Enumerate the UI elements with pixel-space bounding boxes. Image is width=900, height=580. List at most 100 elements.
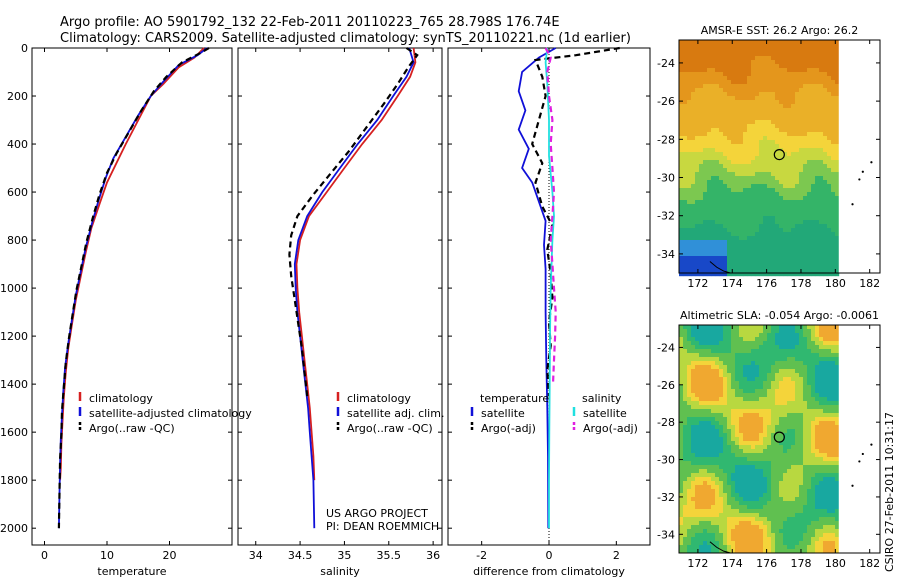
map-cell [743,421,748,426]
map-cell [691,196,696,201]
map-cell [715,413,720,418]
map-cell [787,465,792,470]
map-cell [779,397,784,402]
map-cell [759,377,764,382]
map-cell [679,72,684,77]
map-cell [739,337,744,342]
map-cell [755,188,760,193]
map-cell [827,192,832,197]
map-cell [743,373,748,378]
map-cell [811,168,816,173]
map-cell [735,509,740,514]
map-cell [751,429,756,434]
map-cell [699,373,704,378]
map-cell [831,136,836,141]
map-cell [763,397,768,402]
map-cell [763,56,768,61]
map-cell [811,389,816,394]
map-cell [695,240,700,245]
map-cell [703,112,708,117]
map-cell [819,377,824,382]
x-tick-label: 174 [722,277,743,290]
map-cell [823,501,828,506]
map-cell [771,112,776,117]
map-cell [819,160,824,165]
map-cell [823,76,828,81]
map-cell [683,405,688,410]
map-cell [803,56,808,61]
map-cell [703,68,708,73]
map-cell [731,397,736,402]
map-cell [711,80,716,85]
map-cell [687,248,692,253]
map-cell [819,112,824,117]
map-cell [807,417,812,422]
map-cell [763,377,768,382]
map-cell [727,232,732,237]
map-cell [827,104,832,109]
map-cell [743,120,748,125]
map-cell [779,533,784,538]
map-cell [723,529,728,534]
map-cell [687,329,692,334]
map-cell [703,337,708,342]
map-cell [827,341,832,346]
map-cell [703,497,708,502]
map-cell [715,156,720,161]
map-cell [707,329,712,334]
header-line1: Argo profile: AO 5901792_132 22-Feb-2011… [60,15,560,30]
map-cell [707,325,712,330]
map-cell [739,252,744,257]
map-cell [699,104,704,109]
map-cell [743,509,748,514]
map-cell [807,204,812,209]
x-tick-label: 180 [825,557,846,570]
map-cell [755,152,760,157]
map-cell [787,164,792,169]
map-cell [687,168,692,173]
map-cell [695,389,700,394]
map-cell [715,445,720,450]
map-cell [691,477,696,482]
map-cell [823,493,828,498]
map-cell [687,56,692,61]
map-cell [695,144,700,149]
map-cell [723,457,728,462]
map-cell [767,477,772,482]
map-cell [759,481,764,486]
map-cell [723,329,728,334]
map-cell [763,353,768,358]
x-tick-label: 178 [790,277,811,290]
map-cell [743,413,748,418]
map-cell [715,240,720,245]
map-cell [751,489,756,494]
map-cell [719,349,724,354]
map-cell [747,437,752,442]
map-cell [767,212,772,217]
map-cell [831,220,836,225]
map-cell [735,248,740,253]
map-cell [799,168,804,173]
map-cell [787,60,792,65]
map-cell [743,449,748,454]
map-cell [791,260,796,265]
map-cell [803,437,808,442]
map-cell [723,373,728,378]
map-cell [811,68,816,73]
map-cell [795,481,800,486]
map-cell [807,228,812,233]
map-cell [747,497,752,502]
map-cell [819,176,824,181]
map-cell [743,84,748,89]
map-cell [787,140,792,145]
map-cell [699,180,704,185]
map-cell [835,160,840,165]
map-cell [703,353,708,358]
map-cell [763,437,768,442]
map-cell [679,176,684,181]
map-cell [763,329,768,334]
map-cell [739,128,744,133]
map-cell [695,264,700,269]
map-cell [803,108,808,113]
map-cell [723,449,728,454]
